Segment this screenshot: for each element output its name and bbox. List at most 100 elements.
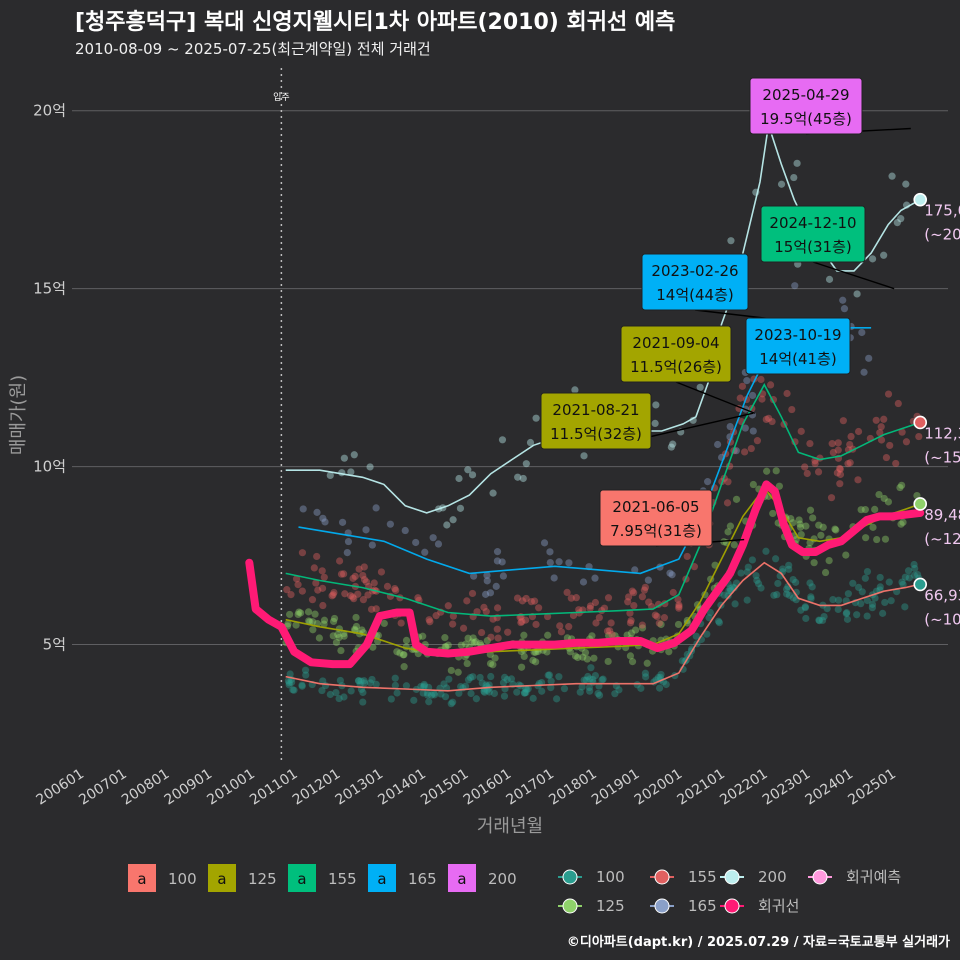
scatter-point-100 bbox=[284, 677, 293, 685]
scatter-point-125 bbox=[400, 651, 408, 659]
scatter-point-155 bbox=[788, 405, 796, 414]
scatter-point-100 bbox=[589, 678, 597, 686]
scatter-point-165 bbox=[299, 505, 307, 513]
scatter-point-100 bbox=[611, 690, 619, 698]
scatter-point-155 bbox=[517, 618, 525, 627]
scatter-point-125 bbox=[819, 523, 827, 531]
annotation-box-165 bbox=[745, 317, 851, 375]
scatter-point-100 bbox=[586, 687, 594, 695]
scatter-point-125 bbox=[396, 649, 404, 657]
scatter-point-155 bbox=[569, 611, 578, 620]
y-tick-label: 5억 bbox=[43, 636, 66, 654]
scatter-point-155 bbox=[586, 602, 595, 610]
scatter-point-155 bbox=[518, 617, 526, 626]
scatter-point-100 bbox=[743, 596, 751, 604]
annotation-leader bbox=[675, 381, 756, 414]
legend-point-marker-155 bbox=[654, 869, 670, 885]
scatter-point-125 bbox=[862, 534, 870, 542]
scatter-point-155 bbox=[557, 628, 566, 636]
scatter-point-125 bbox=[842, 551, 850, 559]
scatter-point-100 bbox=[285, 681, 293, 689]
scatter-point-155 bbox=[493, 625, 501, 633]
scatter-point-155 bbox=[283, 586, 291, 594]
scatter-point-200 bbox=[464, 466, 472, 474]
scatter-point-125 bbox=[419, 632, 427, 640]
scatter-point-155 bbox=[627, 616, 635, 625]
legend-key-box-165 bbox=[368, 864, 396, 892]
legend-point-marker-100 bbox=[562, 869, 578, 885]
scatter-point-155 bbox=[518, 597, 527, 605]
scatter-point-155 bbox=[608, 631, 616, 639]
scatter-point-125 bbox=[472, 638, 480, 646]
scatter-point-125 bbox=[817, 531, 825, 539]
scatter-point-100 bbox=[657, 670, 665, 679]
scatter-point-155 bbox=[828, 440, 836, 448]
scatter-point-100 bbox=[772, 555, 780, 563]
scatter-point-125 bbox=[763, 467, 771, 475]
scatter-point-100 bbox=[347, 687, 355, 695]
chart-subtitle: 2010-08-09 ~ 2025-07-25(최근계약일) 전체 거래건 bbox=[75, 40, 431, 58]
scatter-point-100 bbox=[529, 694, 537, 702]
scatter-point-125 bbox=[809, 514, 817, 522]
scatter-point-100 bbox=[898, 578, 906, 586]
scatter-point-125 bbox=[631, 626, 640, 634]
scatter-point-125 bbox=[657, 620, 665, 629]
scatter-point-100 bbox=[774, 579, 782, 588]
scatter-point-125 bbox=[442, 643, 450, 651]
scatter-point-100 bbox=[706, 608, 714, 617]
scatter-point-125 bbox=[295, 608, 303, 616]
scatter-point-155 bbox=[803, 469, 811, 478]
scatter-point-100 bbox=[464, 676, 473, 684]
scatter-point-200 bbox=[651, 419, 659, 427]
scatter-point-100 bbox=[801, 604, 809, 612]
scatter-point-165 bbox=[412, 538, 420, 547]
scatter-point-100 bbox=[785, 565, 793, 573]
scatter-point-155 bbox=[683, 552, 691, 561]
scatter-point-155 bbox=[645, 598, 653, 606]
scatter-point-100 bbox=[440, 680, 448, 688]
scatter-point-125 bbox=[806, 506, 815, 514]
scatter-point-125 bbox=[815, 521, 823, 529]
scatter-point-165 bbox=[743, 377, 751, 385]
scatter-point-125 bbox=[489, 661, 497, 669]
scatter-point-155 bbox=[651, 611, 659, 619]
scatter-point-155 bbox=[675, 601, 683, 609]
scatter-point-165 bbox=[343, 548, 351, 557]
legend-point-marker-회귀선 bbox=[724, 898, 740, 914]
scatter-point-165 bbox=[362, 526, 370, 534]
scatter-point-100 bbox=[585, 683, 594, 692]
x-tick-label: 201901 bbox=[589, 766, 643, 809]
forecast-value-label: 175,000 bbox=[924, 202, 960, 220]
scatter-point-155 bbox=[532, 620, 540, 629]
scatter-point-125 bbox=[332, 638, 341, 647]
scatter-point-125 bbox=[352, 622, 361, 631]
scatter-point-125 bbox=[532, 658, 540, 666]
scatter-point-125 bbox=[724, 528, 732, 536]
scatter-point-155 bbox=[367, 605, 376, 613]
scatter-point-125 bbox=[308, 618, 317, 626]
legend-key-letter: a bbox=[217, 870, 226, 888]
scatter-point-100 bbox=[507, 675, 516, 683]
scatter-point-100 bbox=[544, 671, 552, 679]
annotation-price: 14억(41층) bbox=[759, 350, 836, 368]
scatter-point-155 bbox=[724, 478, 732, 486]
scatter-point-155 bbox=[287, 591, 295, 599]
scatter-point-155 bbox=[567, 594, 575, 602]
scatter-point-155 bbox=[328, 592, 336, 600]
scatter-point-200 bbox=[897, 215, 905, 223]
scatter-point-125 bbox=[857, 506, 865, 514]
scatter-point-155 bbox=[432, 612, 440, 620]
scatter-point-100 bbox=[591, 671, 599, 680]
scatter-point-125 bbox=[796, 520, 804, 528]
scatter-point-200 bbox=[522, 460, 530, 468]
scatter-point-200 bbox=[667, 443, 675, 451]
scatter-point-155 bbox=[591, 598, 600, 607]
scatter-point-100 bbox=[522, 685, 530, 693]
scatter-point-100 bbox=[419, 689, 427, 697]
scatter-point-100 bbox=[885, 578, 893, 586]
x-tick-label: 200701 bbox=[76, 766, 130, 809]
scatter-point-100 bbox=[857, 600, 865, 608]
scatter-point-100 bbox=[887, 597, 895, 605]
scatter-point-155 bbox=[350, 595, 358, 603]
scatter-point-100 bbox=[715, 619, 724, 627]
